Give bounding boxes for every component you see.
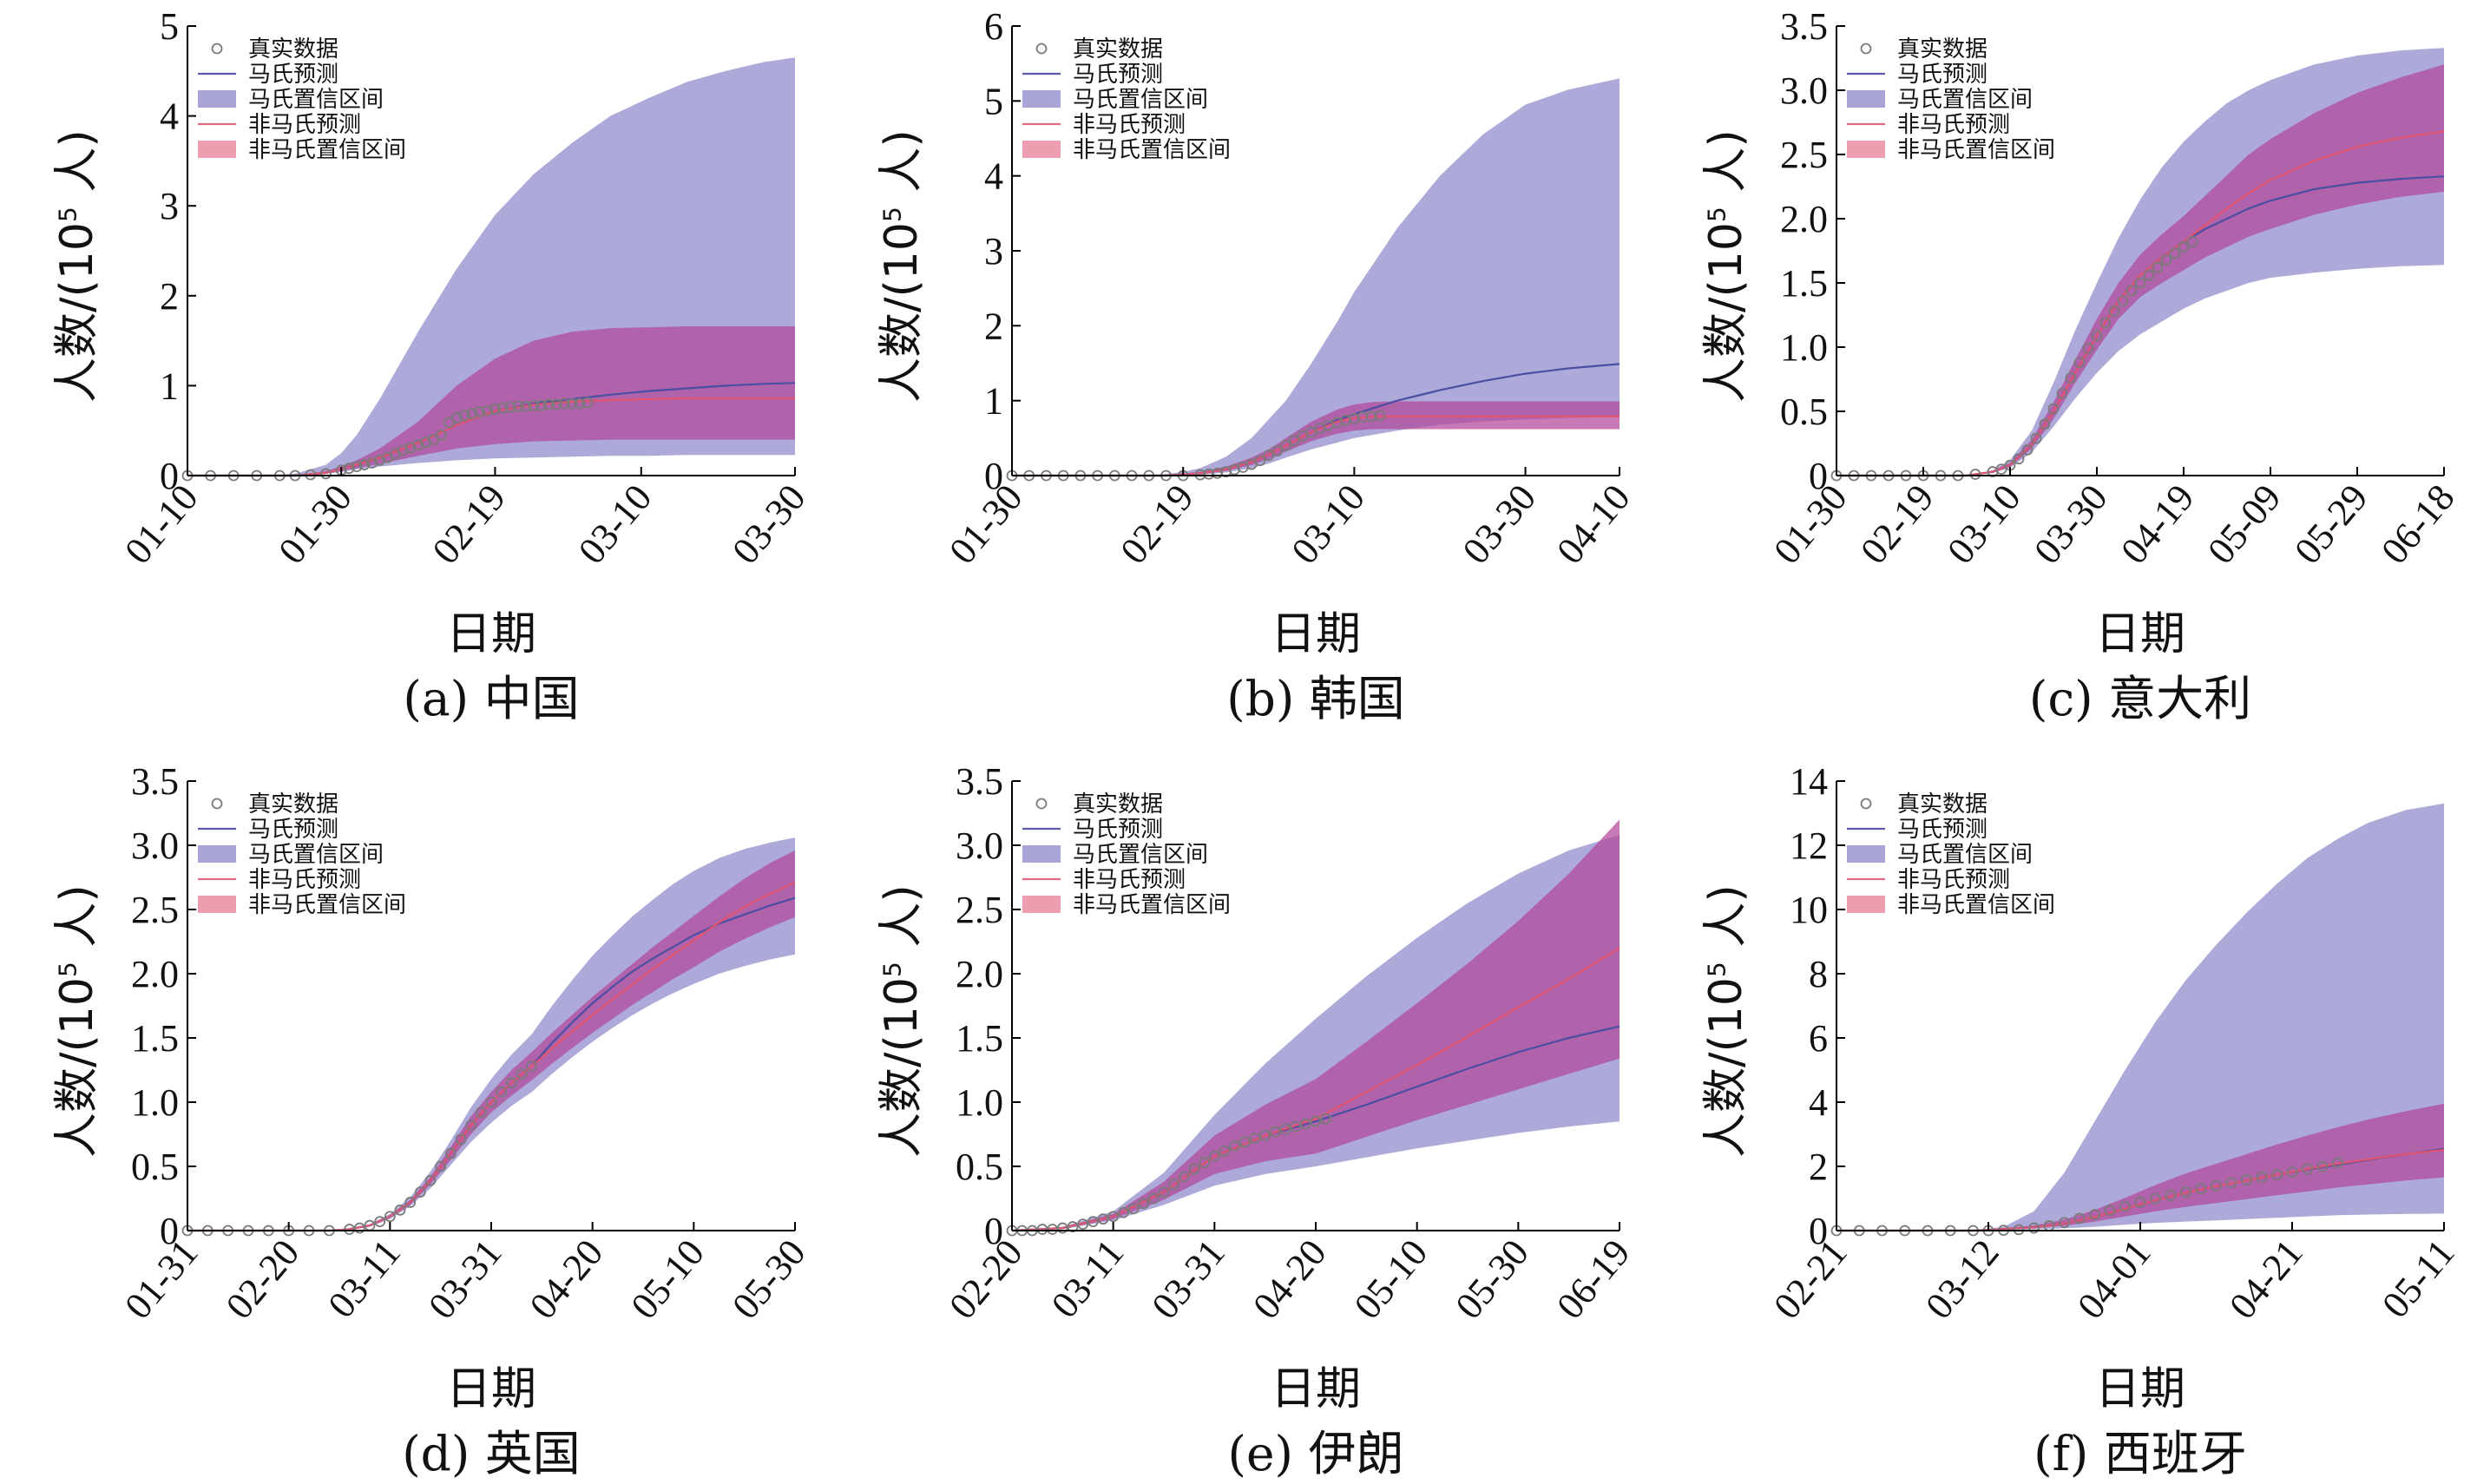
x-axis-label: 日期 bbox=[2094, 608, 2185, 660]
nonmarkov-ci-band bbox=[1836, 1103, 2444, 1231]
data-point bbox=[1982, 1225, 1994, 1237]
y-axis-label: 人数/(105 人) bbox=[1689, 884, 1754, 1158]
data-point bbox=[2286, 1166, 2298, 1179]
data-point bbox=[2316, 1160, 2329, 1172]
data-point bbox=[1922, 1225, 1934, 1237]
data-point bbox=[2134, 1197, 2146, 1208]
data-point bbox=[1968, 1225, 1979, 1237]
data-point bbox=[1830, 1225, 1843, 1237]
x-axis-label: 日期 bbox=[1270, 1363, 1361, 1415]
data-point bbox=[2241, 1174, 2252, 1185]
panel-caption: (a) 中国 bbox=[403, 671, 580, 726]
panel-caption: (b) 韩国 bbox=[1226, 671, 1405, 726]
y-tick-label: 8 bbox=[1809, 953, 1828, 995]
data-point bbox=[2104, 1205, 2116, 1217]
panel-caption: (f) 西班牙 bbox=[2034, 1426, 2247, 1481]
data-point bbox=[1853, 1225, 1865, 1237]
x-tick-label: 04-21 bbox=[2221, 1231, 2311, 1327]
x-tick-label: 04-01 bbox=[2069, 1231, 2159, 1327]
panel-caption: (c) 意大利 bbox=[2028, 671, 2252, 726]
y-axis-label-prefix: 人数/(10 bbox=[1700, 977, 1752, 1158]
x-tick-label: 05-11 bbox=[2374, 1231, 2462, 1326]
data-point bbox=[2332, 1157, 2343, 1169]
legend-band-icon bbox=[1847, 845, 1885, 863]
data-point bbox=[1944, 1225, 1956, 1237]
legend-label: 马氏置信区间 bbox=[1897, 842, 2033, 868]
data-point bbox=[2195, 1183, 2207, 1195]
y-axis-label-suffix: 人) bbox=[1700, 884, 1752, 962]
y-tick-label: 6 bbox=[1809, 1017, 1828, 1060]
data-point bbox=[1876, 1225, 1888, 1237]
x-axis-label: 日期 bbox=[445, 1363, 536, 1415]
data-point bbox=[2302, 1163, 2313, 1175]
data-point bbox=[2119, 1200, 2131, 1212]
legend-label: 非马氏置信区间 bbox=[1897, 892, 2055, 918]
y-tick-label: 14 bbox=[1790, 760, 1828, 803]
legend-label: 真实数据 bbox=[1897, 791, 1988, 818]
data-point bbox=[2150, 1192, 2161, 1205]
legend-label: 马氏预测 bbox=[1897, 817, 1988, 843]
data-point bbox=[2073, 1212, 2086, 1225]
legend-band-icon bbox=[1847, 896, 1885, 913]
y-tick-label: 2 bbox=[1809, 1146, 1828, 1188]
x-tick-label: 03-12 bbox=[1917, 1231, 2007, 1327]
markov-prediction-line bbox=[1836, 1147, 2445, 1232]
x-tick-label: 02-21 bbox=[1765, 1231, 1856, 1327]
y-tick-label: 4 bbox=[1809, 1081, 1828, 1124]
nonmarkov-prediction-line bbox=[1836, 1148, 2445, 1232]
data-point bbox=[2089, 1209, 2100, 1220]
data-point bbox=[2028, 1222, 2040, 1234]
data-point bbox=[2165, 1189, 2177, 1201]
markov-ci-band bbox=[1836, 803, 2444, 1231]
legend-marker-icon bbox=[1860, 798, 1872, 810]
data-point bbox=[2043, 1220, 2055, 1231]
data-point bbox=[1998, 1225, 2009, 1237]
data-point bbox=[2256, 1172, 2268, 1183]
data-point bbox=[2180, 1186, 2191, 1198]
legend-label: 非马氏预测 bbox=[1897, 867, 2010, 893]
data-point bbox=[2211, 1179, 2222, 1192]
x-axis-label: 日期 bbox=[2094, 1363, 2185, 1415]
x-axis-label: 日期 bbox=[1270, 608, 1361, 660]
data-point bbox=[2059, 1217, 2070, 1229]
data-point bbox=[2013, 1224, 2025, 1236]
y-tick-label: 10 bbox=[1790, 889, 1828, 931]
data-point bbox=[1899, 1225, 1911, 1237]
y-axis-label-exponent: 5 bbox=[1702, 962, 1731, 978]
data-point bbox=[2225, 1177, 2237, 1189]
y-tick-label: 0 bbox=[1809, 1210, 1828, 1252]
data-point bbox=[2271, 1169, 2283, 1181]
x-axis-label: 日期 bbox=[445, 608, 536, 660]
y-tick-label: 12 bbox=[1790, 824, 1828, 867]
